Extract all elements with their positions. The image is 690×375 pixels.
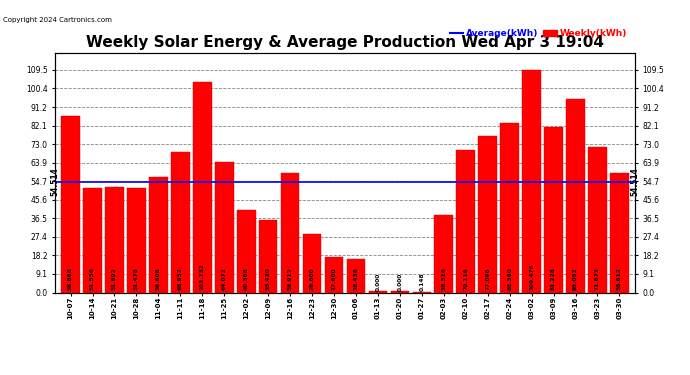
Text: 71.672: 71.672 [595,268,600,291]
Text: 51.692: 51.692 [112,268,117,291]
Text: 70.116: 70.116 [463,268,469,291]
Text: Copyright 2024 Cartronics.com: Copyright 2024 Cartronics.com [3,17,112,23]
Bar [544,127,563,292]
Text: 0.000: 0.000 [397,273,402,291]
Bar [435,214,453,292]
Text: 0.148: 0.148 [420,273,424,291]
Text: 56.608: 56.608 [156,268,161,291]
Bar [522,70,541,292]
Bar [346,259,365,292]
Text: 28.600: 28.600 [310,268,315,291]
Bar [149,177,168,292]
Text: 58.912: 58.912 [288,268,293,291]
Text: 64.072: 64.072 [221,268,227,291]
Text: 68.952: 68.952 [178,268,183,291]
Bar [127,188,146,292]
Text: 54.514: 54.514 [631,167,640,196]
Bar [566,99,585,292]
Text: 109.476: 109.476 [529,264,534,291]
Text: 77.096: 77.096 [485,268,490,291]
Text: 54.514: 54.514 [50,167,59,196]
Bar [281,172,299,292]
Bar [588,147,607,292]
Bar [237,210,255,292]
Title: Weekly Solar Energy & Average Production Wed Apr 3 19:04: Weekly Solar Energy & Average Production… [86,35,604,50]
Text: 40.368: 40.368 [244,268,248,291]
Bar [325,257,344,292]
Bar [610,173,629,292]
Bar [303,234,322,292]
Bar [193,81,212,292]
Text: 16.436: 16.436 [353,268,359,291]
Text: 83.360: 83.360 [507,268,512,291]
Legend: Average(kWh), Weekly(kWh): Average(kWh), Weekly(kWh) [446,26,630,42]
Text: 95.052: 95.052 [573,268,578,291]
Text: 81.228: 81.228 [551,268,556,291]
Bar [500,123,519,292]
Text: 17.600: 17.600 [331,268,337,291]
Text: 103.732: 103.732 [200,264,205,291]
Bar [391,291,409,292]
Text: 51.556: 51.556 [90,268,95,291]
Bar [171,152,190,292]
Bar [83,188,102,292]
Text: 58.612: 58.612 [617,268,622,291]
Bar [259,220,277,292]
Bar [61,116,80,292]
Text: 0.000: 0.000 [375,273,380,291]
Bar [456,150,475,292]
Bar [215,162,234,292]
Text: 86.868: 86.868 [68,268,73,291]
Text: 51.476: 51.476 [134,268,139,291]
Text: 38.316: 38.316 [442,268,446,291]
Text: 35.420: 35.420 [266,268,270,291]
Bar [478,136,497,292]
Bar [105,188,124,292]
Bar [368,291,387,292]
